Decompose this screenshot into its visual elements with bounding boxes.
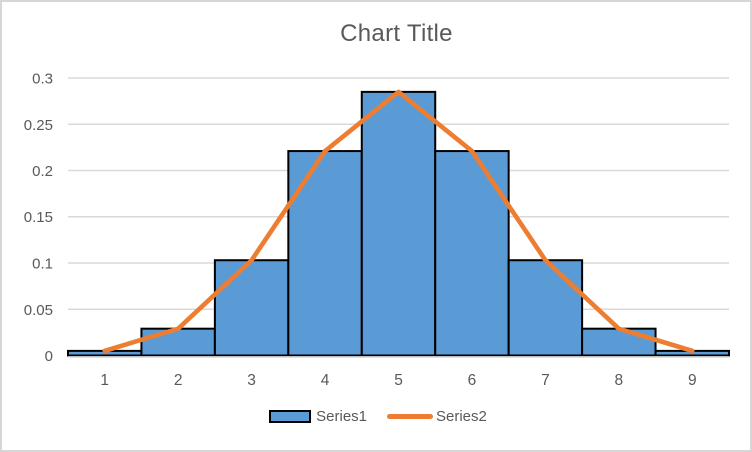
bar[interactable]: [507, 259, 584, 357]
chart-title[interactable]: Chart Title: [340, 20, 453, 47]
legend-item-series1[interactable]: Series1: [269, 408, 367, 425]
y-tick-label: 0.3: [32, 71, 53, 88]
x-tick-label: 9: [688, 372, 697, 389]
y-tick-label: 0.05: [24, 302, 53, 319]
y-axis-labels[interactable]: 0 0.05 0.1 0.15 0.2 0.25 0.3: [24, 71, 53, 366]
bar[interactable]: [581, 327, 657, 357]
bar[interactable]: [434, 150, 510, 357]
x-tick-label: 2: [174, 372, 183, 389]
bar[interactable]: [287, 150, 363, 357]
bar[interactable]: [213, 259, 290, 357]
series2-line-swatch-icon: [387, 414, 433, 419]
x-axis-labels[interactable]: 1 2 3 4 5 6 7 8 9: [100, 372, 696, 389]
y-tick-label: 0.2: [32, 163, 53, 180]
legend-label-series1: Series1: [316, 408, 367, 425]
x-tick-label: 5: [394, 372, 403, 389]
y-tick-label: 0.15: [24, 209, 53, 226]
legend-label-series2: Series2: [436, 408, 487, 425]
x-tick-label: 8: [615, 372, 624, 389]
x-tick-label: 1: [100, 372, 109, 389]
x-tick-label: 3: [247, 372, 256, 389]
legend: Series1 Series2: [2, 408, 750, 425]
series1-bar-swatch-icon: [269, 410, 312, 423]
bar[interactable]: [360, 90, 437, 357]
y-tick-label: 0: [45, 348, 53, 365]
series2-line[interactable]: [102, 89, 695, 354]
bar[interactable]: [140, 327, 216, 357]
y-tick-label: 0.1: [32, 256, 53, 273]
legend-item-series2[interactable]: Series2: [387, 408, 487, 425]
y-tick-label: 0.25: [24, 117, 53, 134]
x-tick-label: 7: [541, 372, 550, 389]
x-tick-label: 6: [468, 372, 477, 389]
series1-bars: [67, 90, 730, 357]
x-tick-label: 4: [321, 372, 330, 389]
